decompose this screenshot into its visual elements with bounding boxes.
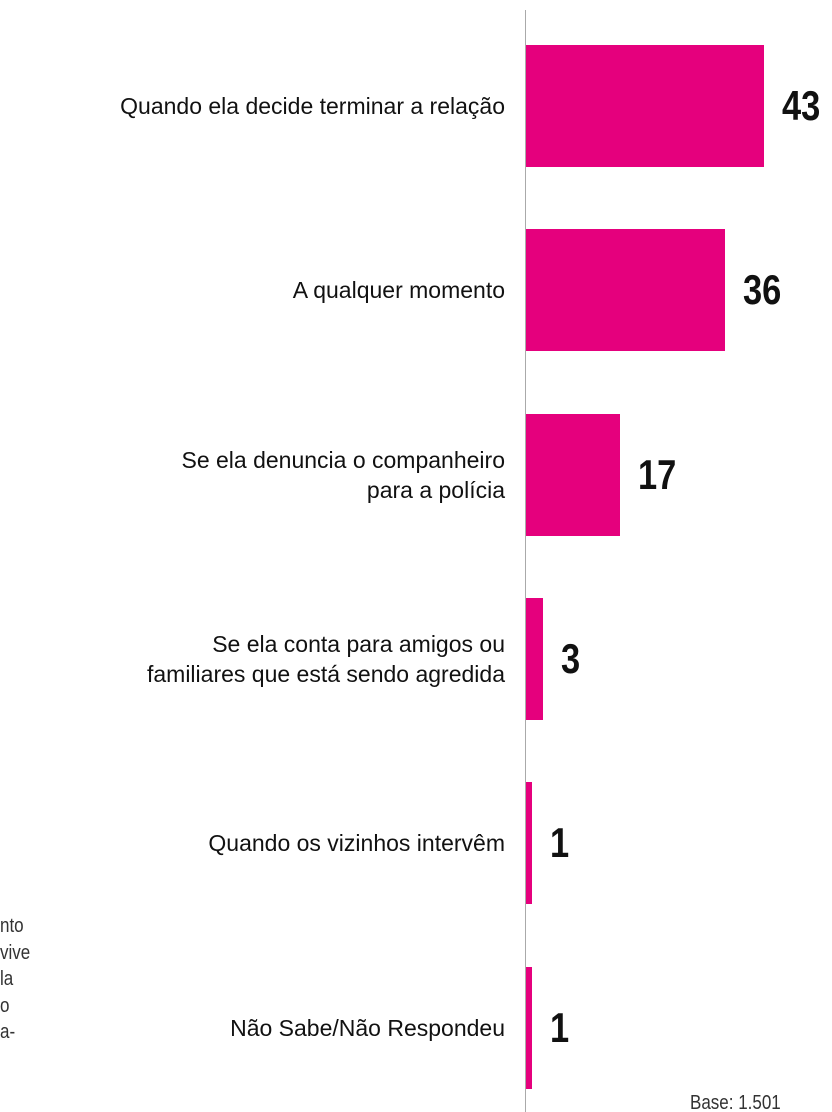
category-label: Quando os vizinhos intervêm — [208, 830, 505, 857]
axis-line — [525, 10, 526, 1112]
value-label: 1 — [549, 1003, 569, 1051]
category-label: Se ela conta para amigos ou familiares q… — [146, 630, 505, 687]
value-label: 17 — [638, 450, 677, 498]
value-label: 1 — [549, 819, 569, 867]
category-label: Se ela denuncia o companheiro para a pol… — [181, 446, 505, 503]
bar — [526, 782, 532, 905]
note-fragment: o — [0, 994, 10, 1017]
value-label: 36 — [743, 266, 782, 314]
bar — [526, 413, 620, 536]
bar — [526, 229, 726, 352]
note-fragment: a- — [0, 1021, 16, 1043]
bar — [526, 597, 543, 720]
category-label: Quando ela decide terminar a relação — [120, 93, 505, 119]
value-label: 43 — [781, 82, 821, 129]
bar — [526, 45, 764, 167]
base-note: Base: 1.501 — [690, 1092, 781, 1112]
note-fragment: vive — [0, 941, 31, 964]
note-fragment: la — [0, 968, 14, 990]
note-fragment: nto — [0, 915, 24, 937]
bar — [526, 966, 532, 1089]
value-label: 3 — [560, 634, 580, 682]
category-label: A qualquer momento — [292, 277, 505, 304]
category-label: Não Sabe/Não Respondeu — [230, 1014, 505, 1041]
